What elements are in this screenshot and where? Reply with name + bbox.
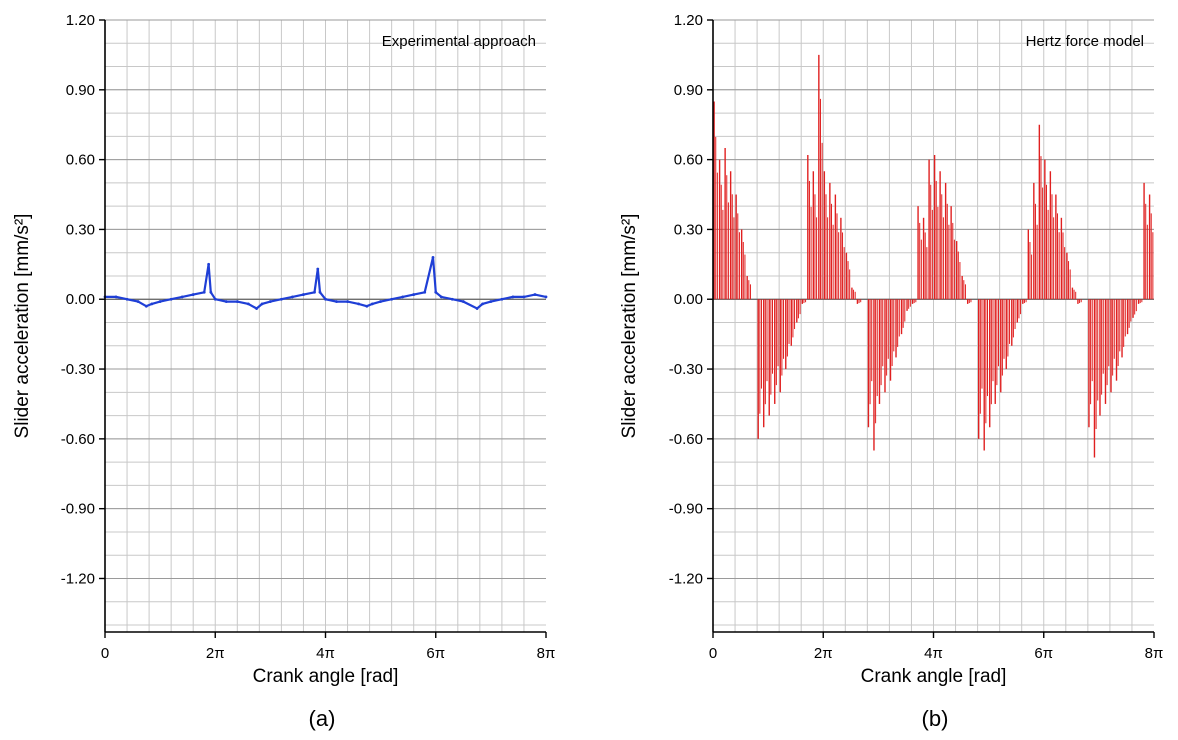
data-point [475, 307, 479, 310]
y-tick-label: 1.20 [674, 12, 703, 29]
x-tick-label: 8π [1145, 645, 1164, 662]
data-line [105, 257, 547, 310]
x-axis-title: Crank angle [rad] [861, 666, 1007, 687]
grid [713, 19, 1154, 632]
x-tick-label: 6π [426, 645, 445, 662]
data-point [423, 290, 427, 294]
y-tick-label: -0.60 [669, 431, 703, 448]
x-axis-title: Crank angle [rad] [253, 666, 399, 687]
data-point [481, 302, 485, 306]
chart-panel-2: 1.20 0.90 0.60 0.30 0.00 -0.30 -0.60 -0.90 -1.20… [619, 12, 1163, 731]
data-point [439, 295, 443, 299]
grid [105, 19, 546, 632]
data-point [390, 297, 394, 301]
data-point [335, 300, 338, 303]
data-point [144, 304, 148, 308]
data-point [370, 302, 374, 306]
data-point [365, 304, 369, 308]
y-tick-label: -0.90 [669, 501, 703, 518]
data-point [412, 293, 416, 296]
data-point [235, 300, 239, 303]
data-point [461, 300, 465, 303]
y-tick-label: 0.00 [674, 291, 703, 308]
x-tick-label: 0 [709, 645, 717, 662]
data-point [313, 290, 316, 294]
data-point [246, 302, 250, 306]
chart-panel-1: 1.20 0.90 0.60 0.30 0.00 -0.30 -0.60 -0.90 -1.20… [12, 12, 555, 731]
data-point [434, 290, 438, 294]
x-tick-label: 2π [206, 645, 225, 662]
data-point [357, 302, 360, 306]
data-point [500, 297, 504, 301]
y-axis-title: Slider acceleration [mm/s²] [619, 214, 640, 439]
data-point [150, 302, 154, 306]
x-tick-label: 8π [537, 645, 556, 662]
data-point [533, 293, 537, 296]
data-point [255, 307, 258, 310]
data-point [324, 297, 327, 301]
y-tick-label: 0.30 [66, 221, 95, 238]
y-tick-label: 1.20 [66, 12, 95, 29]
y-tick-label: -0.90 [61, 501, 95, 518]
x-tick-label: 2π [814, 645, 833, 662]
data-point [207, 262, 211, 266]
data-point [318, 290, 322, 294]
data-point [213, 297, 217, 301]
data-point [158, 300, 162, 303]
y-tick-label: 0.60 [674, 152, 703, 169]
data-point [260, 302, 264, 306]
data-point [316, 267, 320, 271]
y-tick-label: -0.30 [669, 361, 703, 378]
y-tick-label: -0.30 [61, 361, 95, 378]
data-point [224, 300, 228, 303]
data-point [268, 300, 272, 303]
data-point [136, 300, 140, 303]
y-tick-label: -1.20 [61, 570, 95, 587]
plot-annotation: Hertz force model [1026, 33, 1144, 50]
data-point [202, 290, 206, 294]
x-tick-label: 6π [1034, 645, 1053, 662]
y-tick-label: 0.30 [674, 221, 703, 238]
data-point [346, 300, 349, 303]
y-tick-label: 0.60 [66, 152, 95, 169]
y-axis-title: Slider acceleration [mm/s²] [12, 214, 33, 439]
y-tick-label: -0.60 [61, 431, 95, 448]
data-point [489, 300, 493, 303]
data-point [401, 295, 405, 299]
x-tick-label: 0 [101, 645, 109, 662]
data-point [180, 295, 184, 299]
data-point [291, 295, 294, 299]
series-data [713, 54, 1154, 458]
data-point [209, 290, 213, 294]
y-tick-label: -1.20 [669, 570, 703, 587]
data-point [431, 255, 435, 259]
panel-caption: (b) [922, 706, 949, 731]
data-point [511, 295, 515, 299]
x-tick-label: 4π [924, 645, 943, 662]
plot-annotation: Experimental approach [382, 33, 536, 50]
data-point [450, 297, 454, 301]
series-data [103, 255, 548, 310]
data-point [522, 295, 526, 299]
x-tick-label: 4π [316, 645, 335, 662]
data-point [280, 297, 283, 301]
y-tick-label: 0.90 [674, 82, 703, 99]
y-tick-label: 0.00 [66, 291, 95, 308]
data-point [379, 300, 383, 303]
data-point [125, 297, 129, 301]
panel-caption: (a) [309, 706, 336, 731]
data-point [169, 297, 173, 301]
data-point [302, 293, 305, 296]
data-point [544, 295, 548, 299]
data-point [191, 293, 195, 296]
y-tick-label: 0.90 [66, 82, 95, 99]
data-point [114, 295, 118, 299]
